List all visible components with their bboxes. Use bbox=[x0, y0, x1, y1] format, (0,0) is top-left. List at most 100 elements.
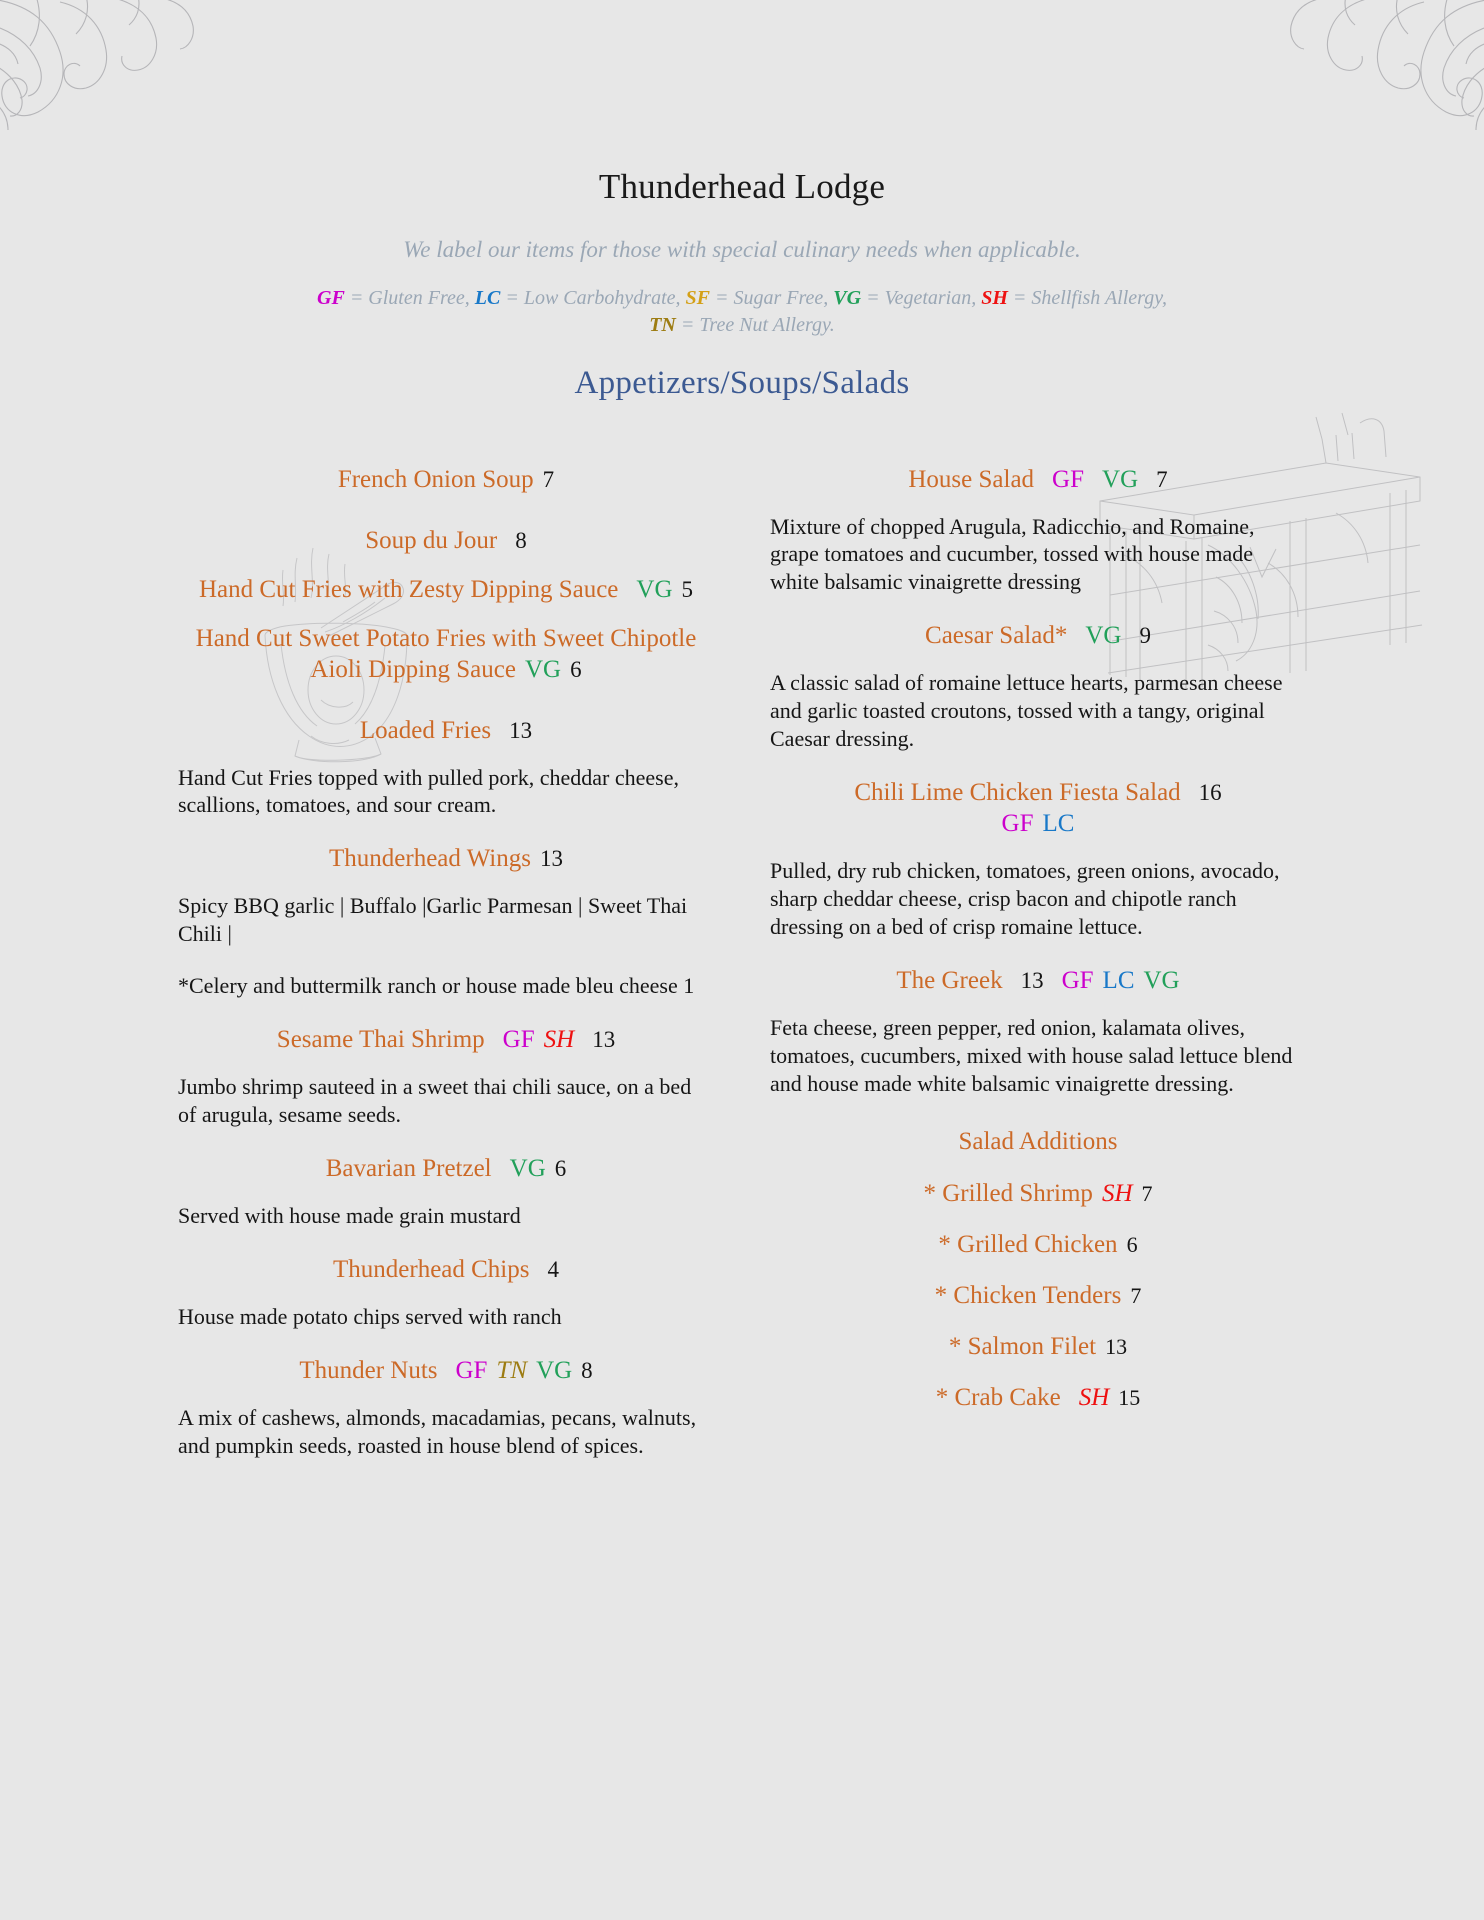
addition-price: 7 bbox=[1130, 1282, 1142, 1308]
tag-vg: VG bbox=[636, 575, 673, 603]
addition-chicken-tenders: * Chicken Tenders 7 bbox=[762, 1280, 1314, 1311]
item-name: Sesame Thai Shrimp bbox=[276, 1026, 485, 1054]
item-price: 13 bbox=[592, 1027, 616, 1053]
menu-item-hand-cut-fries: Hand Cut Fries with Zesty Dipping Sauce V… bbox=[170, 574, 722, 605]
item-name: Chili Lime Chicken Fiesta Salad bbox=[854, 779, 1181, 807]
item-price: 6 bbox=[554, 1156, 567, 1182]
tag-gf: GF bbox=[502, 1026, 535, 1054]
item-description: Jumbo shrimp sauteed in a sweet thai chi… bbox=[178, 1074, 692, 1128]
addition-name: * Crab Cake bbox=[935, 1383, 1061, 1411]
item-name: Thunderhead Wings bbox=[329, 845, 531, 873]
addition-name: * Chicken Tenders bbox=[934, 1281, 1122, 1309]
item-price: 7 bbox=[1156, 466, 1168, 492]
menu-item-bavarian-pretzel: Bavarian Pretzel VG 6 bbox=[170, 1153, 722, 1184]
item-name: Bavarian Pretzel bbox=[325, 1155, 492, 1183]
restaurant-title: Thunderhead Lodge bbox=[598, 167, 886, 206]
legend-gf-tag: GF bbox=[317, 286, 345, 309]
tag-vg: VG bbox=[1143, 966, 1180, 994]
dietary-legend: GF = Gluten Free, LC = Low Carbohydrate,… bbox=[0, 285, 1484, 339]
addition-price: 7 bbox=[1141, 1180, 1153, 1206]
tag-vg: VG bbox=[524, 655, 562, 683]
item-description: A mix of cashews, almonds, macadamias, p… bbox=[178, 1404, 697, 1458]
legend-lc-tag: LC bbox=[474, 286, 501, 309]
item-description: Hand Cut Fries topped with pulled pork, … bbox=[178, 764, 679, 818]
item-name: Hand Cut Sweet Potato Fries with Sweet C… bbox=[195, 624, 697, 683]
addition-crab-cake: * Crab Cake SH 15 bbox=[762, 1382, 1314, 1413]
menu-item-sweet-potato-fries: Hand Cut Sweet Potato Fries with Sweet C… bbox=[170, 623, 722, 685]
right-menu-column: House Salad GF VG 7 Mixture of chopped Arug… bbox=[748, 464, 1314, 1484]
legend-sh-tag: SH bbox=[981, 286, 1008, 309]
item-description: Mixture of chopped Arugula, Radicchio, a… bbox=[770, 513, 1255, 595]
item-description: Pulled, dry rub chicken, tomatoes, green… bbox=[770, 858, 1280, 939]
tag-vg: VG bbox=[509, 1155, 546, 1183]
tag-sh: SH bbox=[543, 1026, 575, 1054]
menu-subtitle: We label our items for those with specia… bbox=[403, 236, 1081, 262]
legend-lc-text: = Low Carbohydrate, bbox=[500, 286, 686, 309]
item-name: Hand Cut Fries with Zesty Dipping Sauce bbox=[198, 575, 619, 603]
item-name: Caesar Salad* bbox=[925, 622, 1068, 650]
item-description: House made potato chips served with ranc… bbox=[178, 1304, 562, 1329]
tag-sh: SH bbox=[1078, 1383, 1110, 1411]
item-price: 7 bbox=[542, 466, 555, 492]
section-heading: Appetizers/Soups/Salads bbox=[574, 364, 910, 401]
tag-vg: VG bbox=[536, 1356, 573, 1384]
item-price: 13 bbox=[1020, 967, 1044, 993]
item-name: The Greek bbox=[896, 966, 1003, 994]
tag-tn: TN bbox=[496, 1356, 528, 1384]
menu-columns: French Onion Soup 7 Soup du Jour 8 Hand Cu… bbox=[0, 464, 1484, 1484]
tag-gf: GF bbox=[1001, 810, 1034, 838]
tag-vg: VG bbox=[1085, 622, 1122, 650]
tag-gf: GF bbox=[455, 1356, 488, 1384]
addition-name: * Salmon Filet bbox=[948, 1332, 1097, 1360]
item-price: 6 bbox=[570, 656, 582, 682]
tag-vg: VG bbox=[1102, 465, 1139, 493]
item-price: 5 bbox=[681, 576, 694, 602]
item-price: 13 bbox=[539, 846, 563, 872]
item-name: Loaded Fries bbox=[359, 716, 492, 744]
menu-item-caesar-salad: Caesar Salad* VG 9 bbox=[762, 620, 1314, 651]
item-name: French Onion Soup bbox=[337, 465, 534, 493]
legend-sh-text: = Shellfish Allergy, bbox=[1007, 286, 1167, 309]
menu-item-house-salad: House Salad GF VG 7 bbox=[762, 464, 1314, 495]
addition-name: * Grilled Chicken bbox=[938, 1230, 1118, 1258]
legend-tn-tag: TN bbox=[649, 313, 676, 336]
tag-sh: SH bbox=[1101, 1179, 1133, 1207]
item-name: House Salad bbox=[908, 465, 1035, 493]
left-menu-column: French Onion Soup 7 Soup du Jour 8 Hand Cu… bbox=[170, 464, 728, 1484]
tag-lc: LC bbox=[1042, 810, 1075, 838]
item-price: 8 bbox=[581, 1357, 593, 1383]
addition-name: * Grilled Shrimp bbox=[923, 1179, 1093, 1207]
addition-grilled-chicken: * Grilled Chicken 6 bbox=[762, 1229, 1314, 1260]
legend-sf-text: = Sugar Free, bbox=[709, 286, 834, 309]
legend-tn-text: = Tree Nut Allergy. bbox=[675, 313, 835, 336]
addition-price: 13 bbox=[1105, 1333, 1128, 1359]
item-price: 16 bbox=[1198, 780, 1222, 806]
addition-grilled-shrimp: * Grilled Shrimp SH 7 bbox=[762, 1178, 1314, 1209]
addition-price: 6 bbox=[1126, 1231, 1138, 1257]
legend-gf-text: = Gluten Free, bbox=[344, 286, 475, 309]
item-description: Feta cheese, green pepper, red onion, ka… bbox=[770, 1014, 1293, 1096]
legend-sf-tag: SF bbox=[685, 286, 710, 309]
addition-salmon-filet: * Salmon Filet 13 bbox=[762, 1331, 1314, 1362]
legend-vg-tag: VG bbox=[833, 286, 862, 309]
item-description: Spicy BBQ garlic | Buffalo |Garlic Parme… bbox=[178, 893, 688, 947]
item-name: Thunder Nuts bbox=[299, 1356, 438, 1384]
menu-item-french-onion-soup: French Onion Soup 7 bbox=[170, 464, 722, 495]
tag-gf: GF bbox=[1052, 465, 1085, 493]
item-price: 9 bbox=[1139, 623, 1151, 649]
menu-item-sesame-thai-shrimp: Sesame Thai Shrimp GF SH 13 bbox=[170, 1024, 722, 1055]
item-name: Thunderhead Chips bbox=[333, 1256, 530, 1283]
item-name: Soup du Jour bbox=[365, 526, 498, 554]
salad-additions-heading: Salad Additions bbox=[958, 1127, 1118, 1155]
item-price: 8 bbox=[515, 527, 527, 553]
menu-item-thunder-nuts: Thunder Nuts GF TN VG 8 bbox=[170, 1355, 722, 1386]
item-price: 13 bbox=[509, 717, 533, 743]
item-price: 4 bbox=[547, 1257, 559, 1282]
menu-item-thunderhead-wings: Thunderhead Wings 13 bbox=[170, 843, 722, 874]
menu-item-loaded-fries: Loaded Fries 13 bbox=[170, 715, 722, 746]
menu-item-chili-lime-chicken-fiesta-salad: Chili Lime Chicken Fiesta Salad 16 GF LC bbox=[762, 777, 1314, 839]
addition-price: 15 bbox=[1118, 1384, 1141, 1410]
tag-gf: GF bbox=[1061, 966, 1094, 994]
menu-item-the-greek: The Greek 13 GF LC VG bbox=[762, 965, 1314, 996]
